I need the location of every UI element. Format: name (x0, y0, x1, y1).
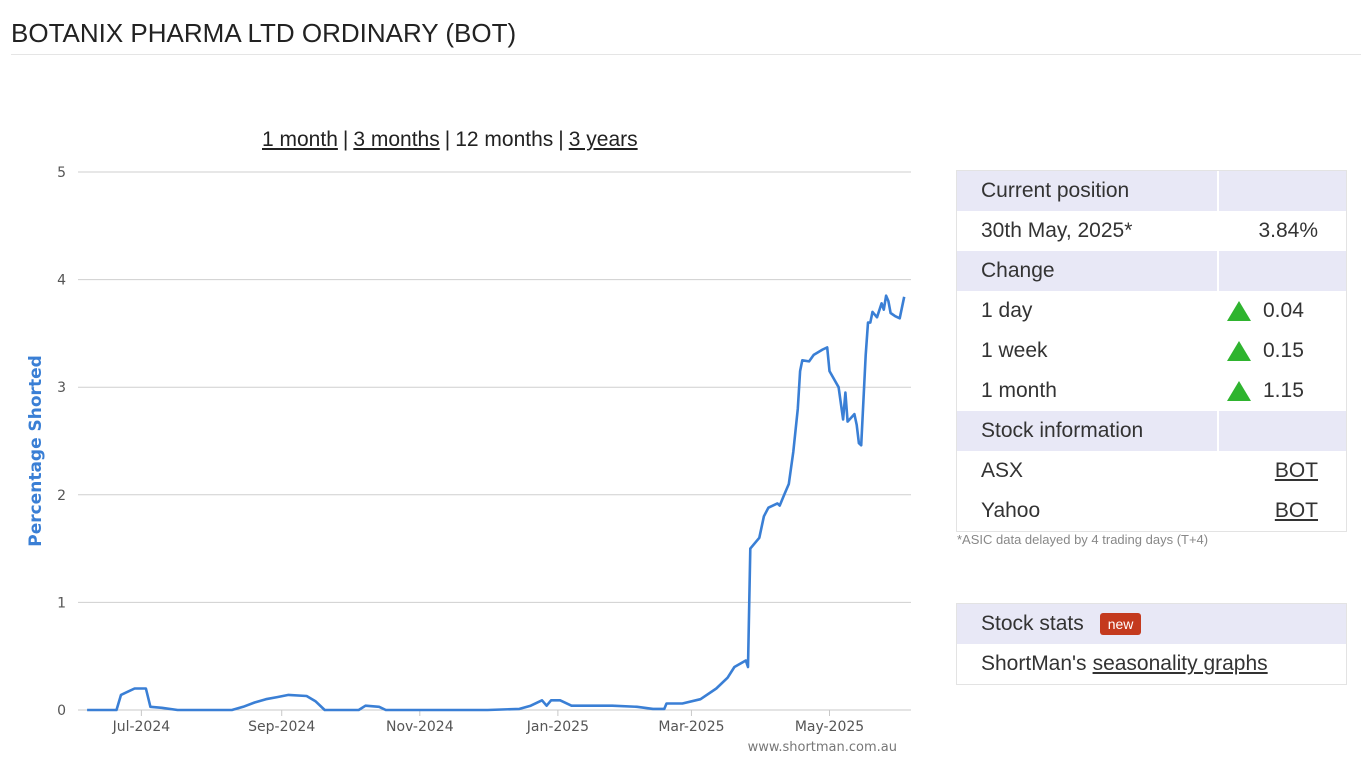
x-tick-label: Nov-2024 (386, 719, 454, 735)
new-badge: new (1099, 613, 1142, 635)
asx-row: ASX BOT (957, 451, 1346, 491)
change-1-month-row: 1 month 1.15 (957, 371, 1346, 411)
x-tick-label: May-2025 (795, 719, 864, 735)
y-tick-label: 1 (57, 595, 66, 611)
x-tick-label: Sep-2024 (248, 719, 315, 735)
x-tick-label: Jul-2024 (112, 719, 171, 735)
position-date: 30th May, 2025* (981, 219, 1133, 242)
time-range-nav: 1 month | 3 months | 12 months | 3 years (262, 128, 638, 152)
change-value: 0.15 (1263, 339, 1304, 362)
change-label: 1 week (981, 339, 1048, 362)
stock-info-header: Stock information (957, 411, 1346, 451)
change-value: 0.04 (1263, 299, 1304, 322)
chart-svg: 0 1 2 3 4 5 Jul-2024 Sep-2024 Nov-2024 Jan-2025 Ma… (26, 165, 911, 755)
section-title: Change (981, 259, 1055, 282)
y-tick-label: 4 (57, 273, 66, 289)
range-3-years-link[interactable]: 3 years (568, 128, 638, 151)
y-axis-title: Percentage Shorted (26, 355, 46, 547)
position-value: 3.84% (1258, 219, 1318, 242)
chart-credit: www.shortman.com.au (748, 740, 897, 755)
current-position-header: Current position (957, 171, 1346, 211)
y-tick-label: 5 (57, 165, 66, 181)
up-triangle-icon (1227, 381, 1251, 401)
range-12-months-current: 12 months (455, 128, 554, 151)
change-label: 1 day (981, 299, 1033, 322)
data-delay-footnote: *ASIC data delayed by 4 trading days (T+… (957, 532, 1209, 547)
stock-stats-panel: Stock stats new ShortMan's seasonality gr… (956, 603, 1347, 685)
seasonality-row: ShortMan's seasonality graphs (957, 644, 1346, 684)
change-label: 1 month (981, 379, 1057, 402)
range-separator: | (558, 128, 564, 151)
range-separator: | (342, 128, 349, 151)
position-panel: Current position 30th May, 2025* 3.84% C… (956, 170, 1347, 532)
change-header: Change (957, 251, 1346, 291)
x-tick-label: Mar-2025 (658, 719, 724, 735)
range-separator: | (444, 128, 451, 151)
up-triangle-icon (1227, 301, 1251, 321)
change-value: 1.15 (1263, 379, 1304, 402)
range-1-month-link[interactable]: 1 month (262, 128, 338, 151)
short-position-chart: 0 1 2 3 4 5 Jul-2024 Sep-2024 Nov-2024 Jan-2025 Ma… (0, 160, 930, 765)
change-1-week-row: 1 week 0.15 (957, 331, 1346, 371)
series-line (87, 294, 906, 712)
yahoo-row: Yahoo BOT (957, 491, 1346, 531)
range-3-months-link[interactable]: 3 months (353, 128, 440, 151)
seasonality-prefix: ShortMan's (981, 652, 1087, 675)
y-tick-label: 2 (57, 488, 66, 504)
change-1-day-row: 1 day 0.04 (957, 291, 1346, 331)
section-title: Current position (981, 179, 1130, 202)
exchange-label: ASX (981, 459, 1024, 482)
up-triangle-icon (1227, 341, 1251, 361)
y-tick-label: 3 (57, 380, 66, 396)
current-position-row: 30th May, 2025* 3.84% (957, 211, 1346, 251)
yahoo-link[interactable]: BOT (1274, 499, 1318, 522)
exchange-label: Yahoo (981, 499, 1041, 522)
asx-link[interactable]: BOT (1274, 459, 1318, 482)
section-title: Stock information (981, 419, 1144, 442)
seasonality-graphs-link[interactable]: seasonality graphs (1092, 652, 1268, 675)
page-title: BOTANIX PHARMA LTD ORDINARY (BOT) (11, 18, 517, 48)
y-tick-label: 0 (57, 703, 66, 719)
title-divider (11, 54, 1361, 55)
x-tick-label: Jan-2025 (526, 719, 589, 735)
stock-stats-header: Stock stats new (957, 604, 1346, 644)
stock-stats-title: Stock stats (981, 612, 1084, 635)
